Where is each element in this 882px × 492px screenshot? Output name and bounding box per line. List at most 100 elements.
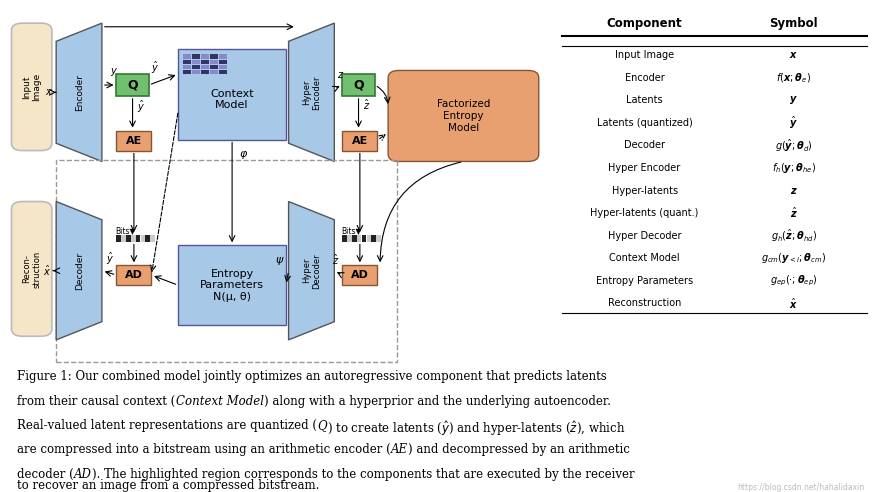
Text: $g(\hat{\boldsymbol{y}}; \boldsymbol{\theta}_d)$: $g(\hat{\boldsymbol{y}}; \boldsymbol{\th… <box>775 137 812 154</box>
FancyBboxPatch shape <box>201 60 209 64</box>
Text: $\hat{z}$: $\hat{z}$ <box>363 98 370 112</box>
Text: AD: AD <box>74 468 92 481</box>
Text: $g_h(\hat{\boldsymbol{z}}; \boldsymbol{\theta}_{hd})$: $g_h(\hat{\boldsymbol{z}}; \boldsymbol{\… <box>771 228 817 244</box>
FancyBboxPatch shape <box>220 70 228 74</box>
Text: ) along with a hyperprior and the underlying autoencoder.: ) along with a hyperprior and the underl… <box>264 395 610 408</box>
FancyBboxPatch shape <box>116 130 152 151</box>
Text: are compressed into a bitstream using an arithmetic encoder (: are compressed into a bitstream using an… <box>18 443 392 457</box>
FancyBboxPatch shape <box>388 70 539 161</box>
FancyBboxPatch shape <box>178 245 286 325</box>
Text: to recover an image from a compressed bitstream.: to recover an image from a compressed bi… <box>18 479 320 492</box>
Text: AD: AD <box>351 270 369 280</box>
Text: Context Model: Context Model <box>176 395 264 408</box>
FancyBboxPatch shape <box>191 55 200 59</box>
Text: Decoder: Decoder <box>75 251 84 290</box>
Text: $\hat{\boldsymbol{y}}$: $\hat{\boldsymbol{y}}$ <box>789 115 798 131</box>
Text: Symbol: Symbol <box>769 17 818 30</box>
Polygon shape <box>288 202 334 340</box>
FancyBboxPatch shape <box>11 23 52 151</box>
FancyBboxPatch shape <box>220 64 228 69</box>
FancyBboxPatch shape <box>220 55 228 59</box>
Text: Bits▼: Bits▼ <box>341 226 362 235</box>
FancyBboxPatch shape <box>183 60 191 64</box>
Text: $\hat{y}$: $\hat{y}$ <box>152 60 160 76</box>
FancyBboxPatch shape <box>146 235 150 242</box>
FancyBboxPatch shape <box>342 74 375 96</box>
Text: z: z <box>337 69 342 80</box>
Polygon shape <box>56 23 102 161</box>
Text: $\boldsymbol{y}$: $\boldsymbol{y}$ <box>789 94 798 106</box>
Text: Hyper-latents (quant.): Hyper-latents (quant.) <box>590 208 699 218</box>
Text: x: x <box>45 87 51 97</box>
Text: Q: Q <box>318 419 327 432</box>
Text: AE: AE <box>392 443 408 457</box>
Text: $\hat{z}$: $\hat{z}$ <box>333 253 340 267</box>
FancyBboxPatch shape <box>136 235 140 242</box>
FancyBboxPatch shape <box>348 235 352 242</box>
Text: https://blog.csdn.net/hahalidaxin: https://blog.csdn.net/hahalidaxin <box>737 483 864 492</box>
Text: $\hat{y}$: $\hat{y}$ <box>106 251 114 267</box>
FancyBboxPatch shape <box>210 55 218 59</box>
Text: Context
Model: Context Model <box>210 89 254 110</box>
Text: Hyper
Decoder: Hyper Decoder <box>302 253 321 288</box>
Polygon shape <box>288 23 334 161</box>
Text: Entropy
Parameters
N(μ, θ): Entropy Parameters N(μ, θ) <box>200 269 264 302</box>
FancyBboxPatch shape <box>116 74 149 96</box>
FancyBboxPatch shape <box>377 235 381 242</box>
Text: AE: AE <box>352 135 368 146</box>
Text: φ: φ <box>239 149 247 159</box>
Text: Decoder: Decoder <box>624 140 665 151</box>
Text: $\hat{x}$: $\hat{x}$ <box>42 264 51 278</box>
Text: Bits▼: Bits▼ <box>116 226 136 235</box>
Text: Encoder: Encoder <box>75 74 84 111</box>
Text: ψ: ψ <box>276 255 283 265</box>
FancyBboxPatch shape <box>210 64 218 69</box>
FancyBboxPatch shape <box>201 55 209 59</box>
Text: $\hat{\boldsymbol{z}}$: $\hat{\boldsymbol{z}}$ <box>790 206 797 220</box>
FancyBboxPatch shape <box>352 235 356 242</box>
Text: $\boldsymbol{x}$: $\boldsymbol{x}$ <box>789 50 798 60</box>
Text: ) and decompressed by an arithmetic: ) and decompressed by an arithmetic <box>408 443 631 457</box>
Text: Component: Component <box>607 17 683 30</box>
FancyBboxPatch shape <box>362 235 366 242</box>
FancyBboxPatch shape <box>183 55 191 59</box>
Polygon shape <box>56 202 102 340</box>
FancyBboxPatch shape <box>191 60 200 64</box>
FancyBboxPatch shape <box>342 265 377 285</box>
Text: Hyper Decoder: Hyper Decoder <box>608 231 681 241</box>
FancyBboxPatch shape <box>121 235 126 242</box>
Text: from their causal context (: from their causal context ( <box>18 395 176 408</box>
FancyBboxPatch shape <box>183 70 191 74</box>
Text: Factorized
Entropy
Model: Factorized Entropy Model <box>437 99 490 132</box>
Text: $\boldsymbol{z}$: $\boldsymbol{z}$ <box>790 185 797 196</box>
FancyBboxPatch shape <box>371 235 376 242</box>
FancyBboxPatch shape <box>342 130 377 151</box>
Text: $g_{ep}(\cdot; \boldsymbol{\theta}_{ep})$: $g_{ep}(\cdot; \boldsymbol{\theta}_{ep})… <box>770 274 818 288</box>
FancyBboxPatch shape <box>140 235 146 242</box>
FancyBboxPatch shape <box>357 235 362 242</box>
FancyBboxPatch shape <box>116 235 121 242</box>
FancyBboxPatch shape <box>183 64 191 69</box>
Text: $f_h(\boldsymbol{y}; \boldsymbol{\theta}_{he})$: $f_h(\boldsymbol{y}; \boldsymbol{\theta}… <box>772 161 816 175</box>
Text: Entropy Parameters: Entropy Parameters <box>596 276 693 286</box>
Text: $f(\boldsymbol{x}; \boldsymbol{\theta}_e)$: $f(\boldsymbol{x}; \boldsymbol{\theta}_e… <box>776 71 811 85</box>
Text: Q: Q <box>127 79 138 92</box>
FancyBboxPatch shape <box>201 64 209 69</box>
Text: Figure 1: Our combined model jointly optimizes an autoregressive component that : Figure 1: Our combined model jointly opt… <box>18 370 607 383</box>
FancyBboxPatch shape <box>11 202 52 336</box>
FancyBboxPatch shape <box>210 60 218 64</box>
Text: $\hat{\boldsymbol{x}}$: $\hat{\boldsymbol{x}}$ <box>789 296 798 310</box>
FancyBboxPatch shape <box>150 235 155 242</box>
Text: Input Image: Input Image <box>615 50 674 60</box>
Text: Q: Q <box>353 79 364 92</box>
Text: Input
Image: Input Image <box>22 73 41 101</box>
Text: Context Model: Context Model <box>609 253 680 263</box>
Text: Latents (quantized): Latents (quantized) <box>597 118 692 128</box>
Text: $\hat{y}$: $\hat{y}$ <box>137 99 145 115</box>
Text: Latents: Latents <box>626 95 663 105</box>
Text: AD: AD <box>125 270 143 280</box>
Text: ). The highlighted region corresponds to the components that are executed by the: ). The highlighted region corresponds to… <box>92 468 635 481</box>
Text: y: y <box>110 66 116 76</box>
FancyBboxPatch shape <box>178 49 286 140</box>
FancyBboxPatch shape <box>342 235 347 242</box>
